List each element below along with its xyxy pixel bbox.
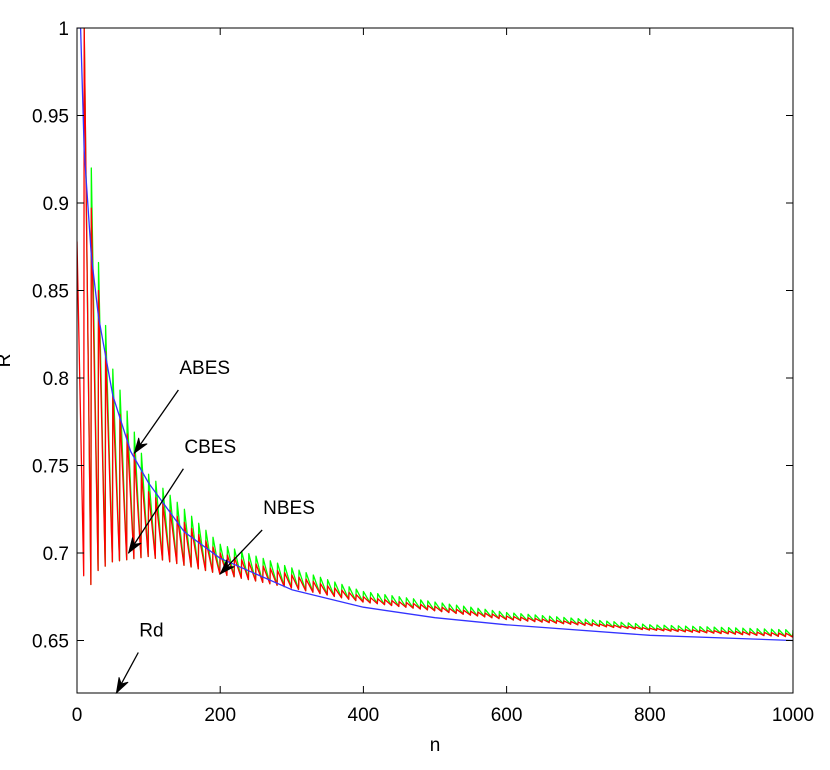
y-tick-label: 0.95 [32,107,69,128]
annotation-abes: ABES [179,358,230,379]
x-axis-label: n [430,735,441,756]
annotation-nbes: NBES [263,498,315,519]
arrow-head-icon [219,559,235,575]
y-tick-label: 0.75 [32,457,69,478]
arrow-head-icon [115,677,129,695]
y-axis-label: R [0,354,15,368]
y-tick-label: 0.8 [43,369,69,390]
x-tick-label: 800 [634,705,666,726]
y-tick-label: 0.65 [32,632,69,653]
series-line-abes [83,28,793,638]
x-tick-label: 200 [204,705,236,726]
plot-lines [77,28,793,642]
annotation-cbes: CBES [184,437,236,458]
series-line-cbes [77,28,793,638]
series-line-nbes [77,28,793,642]
annotations: ABES CBES NBES Rd [115,358,315,695]
x-tick-label: 400 [348,705,380,726]
axis-ticks: 0 200 400 600 800 1000 0.65 0.7 0.75 0.8 0.85 0.9 0.… [32,19,814,726]
x-tick-label: 1000 [772,705,814,726]
plot-frame [76,27,794,694]
x-tick-label: 0 [72,705,83,726]
y-tick-label: 1 [58,19,69,40]
annotation-rd: Rd [139,621,163,642]
y-tick-label: 0.9 [43,194,69,215]
x-tick-label: 600 [491,705,523,726]
y-tick-label: 0.85 [32,282,69,303]
annotation-arrow-abes [133,389,179,454]
arrow-head-icon [127,537,142,555]
arrow-head-icon [133,437,148,455]
y-tick-label: 0.7 [43,544,69,565]
annotation-arrow-cbes [128,468,184,554]
